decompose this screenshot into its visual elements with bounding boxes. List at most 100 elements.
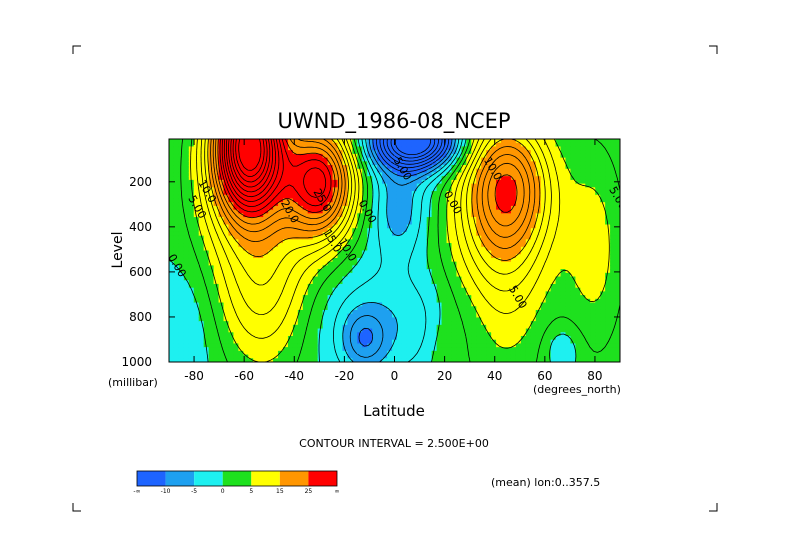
field-cell <box>411 231 418 237</box>
field-cell <box>481 172 487 177</box>
field-cell <box>332 272 339 278</box>
field-cell <box>545 339 552 345</box>
field-cell <box>496 354 502 359</box>
field-cell <box>278 250 284 255</box>
field-cell <box>362 332 368 337</box>
field-cell <box>392 202 398 207</box>
field-cell <box>550 213 557 218</box>
field-cell <box>535 153 542 159</box>
field-cell <box>312 239 319 244</box>
field-cell <box>431 309 438 315</box>
field-cell <box>312 202 319 207</box>
field-cell <box>273 183 279 188</box>
field-cell <box>302 246 309 252</box>
field-cell <box>575 261 581 266</box>
field-cell <box>540 161 547 166</box>
field-cell <box>387 335 393 341</box>
field-cell <box>506 261 512 266</box>
field-cell <box>570 239 576 244</box>
field-cell <box>530 302 537 307</box>
field-cell <box>248 317 254 322</box>
field-cell <box>362 283 368 289</box>
field-cell <box>178 172 185 177</box>
field-cell <box>387 276 393 281</box>
field-cell <box>535 283 542 289</box>
field-cell <box>421 291 428 296</box>
field-cell <box>302 339 309 345</box>
field-cell <box>188 198 195 203</box>
field-cell <box>501 302 507 307</box>
field-cell <box>580 187 586 192</box>
field-cell <box>268 205 274 211</box>
field-cell <box>525 224 532 229</box>
field-cell <box>312 321 319 326</box>
field-cell <box>387 165 393 170</box>
field-cell <box>540 157 547 162</box>
field-cell <box>302 321 309 326</box>
field-cell <box>317 295 324 300</box>
field-cell <box>401 272 408 278</box>
field-cell <box>520 265 527 270</box>
field-cell <box>337 202 344 207</box>
field-cell <box>173 209 180 214</box>
field-cell <box>416 328 423 333</box>
field-cell <box>436 142 443 148</box>
field-cell <box>347 176 353 181</box>
field-cell <box>446 235 453 240</box>
field-cell <box>486 150 492 155</box>
field-cell <box>396 298 403 304</box>
field-cell <box>372 298 378 304</box>
field-cell <box>466 213 472 218</box>
field-cell <box>273 350 279 356</box>
field-cell <box>258 324 264 330</box>
field-cell <box>297 350 304 356</box>
field-cell <box>476 209 482 214</box>
field-cell <box>496 202 502 207</box>
field-cell <box>530 139 537 144</box>
field-cell <box>337 328 344 333</box>
field-cell <box>337 309 344 315</box>
field-cell <box>188 302 195 307</box>
field-cell <box>471 209 477 214</box>
field-cell <box>223 243 230 248</box>
field-cell <box>441 254 448 259</box>
field-cell <box>515 235 522 240</box>
field-cell <box>560 172 567 177</box>
field-cell <box>392 328 398 333</box>
field-cell <box>193 235 200 240</box>
field-cell <box>575 265 581 270</box>
field-cell <box>396 309 403 315</box>
field-cell <box>322 276 329 281</box>
field-cell <box>555 243 562 248</box>
field-cell <box>268 168 274 174</box>
field-cell <box>198 153 205 159</box>
field-cell <box>218 306 225 311</box>
field-cell <box>560 198 567 203</box>
field-cell <box>486 224 492 229</box>
field-cell <box>198 257 205 263</box>
field-cell <box>367 139 373 144</box>
field-cell <box>382 243 388 248</box>
field-cell <box>471 306 477 311</box>
field-cell <box>312 254 319 259</box>
field-cell <box>540 265 547 270</box>
field-cell <box>342 335 349 341</box>
field-cell <box>213 254 220 259</box>
field-cell <box>188 217 195 222</box>
field-cell <box>307 150 314 155</box>
field-cell <box>258 306 264 311</box>
field-cell <box>223 347 230 352</box>
field-cell <box>263 358 269 362</box>
field-cell <box>491 165 497 170</box>
field-cell <box>525 187 532 192</box>
field-cell <box>575 142 581 148</box>
field-cell <box>446 146 453 151</box>
field-cell <box>183 198 190 203</box>
field-cell <box>476 257 482 263</box>
field-cell <box>545 291 552 296</box>
field-cell <box>491 194 497 200</box>
field-cell <box>307 191 314 196</box>
field-cell <box>481 239 487 244</box>
field-cell <box>292 239 299 244</box>
field-cell <box>426 291 433 296</box>
